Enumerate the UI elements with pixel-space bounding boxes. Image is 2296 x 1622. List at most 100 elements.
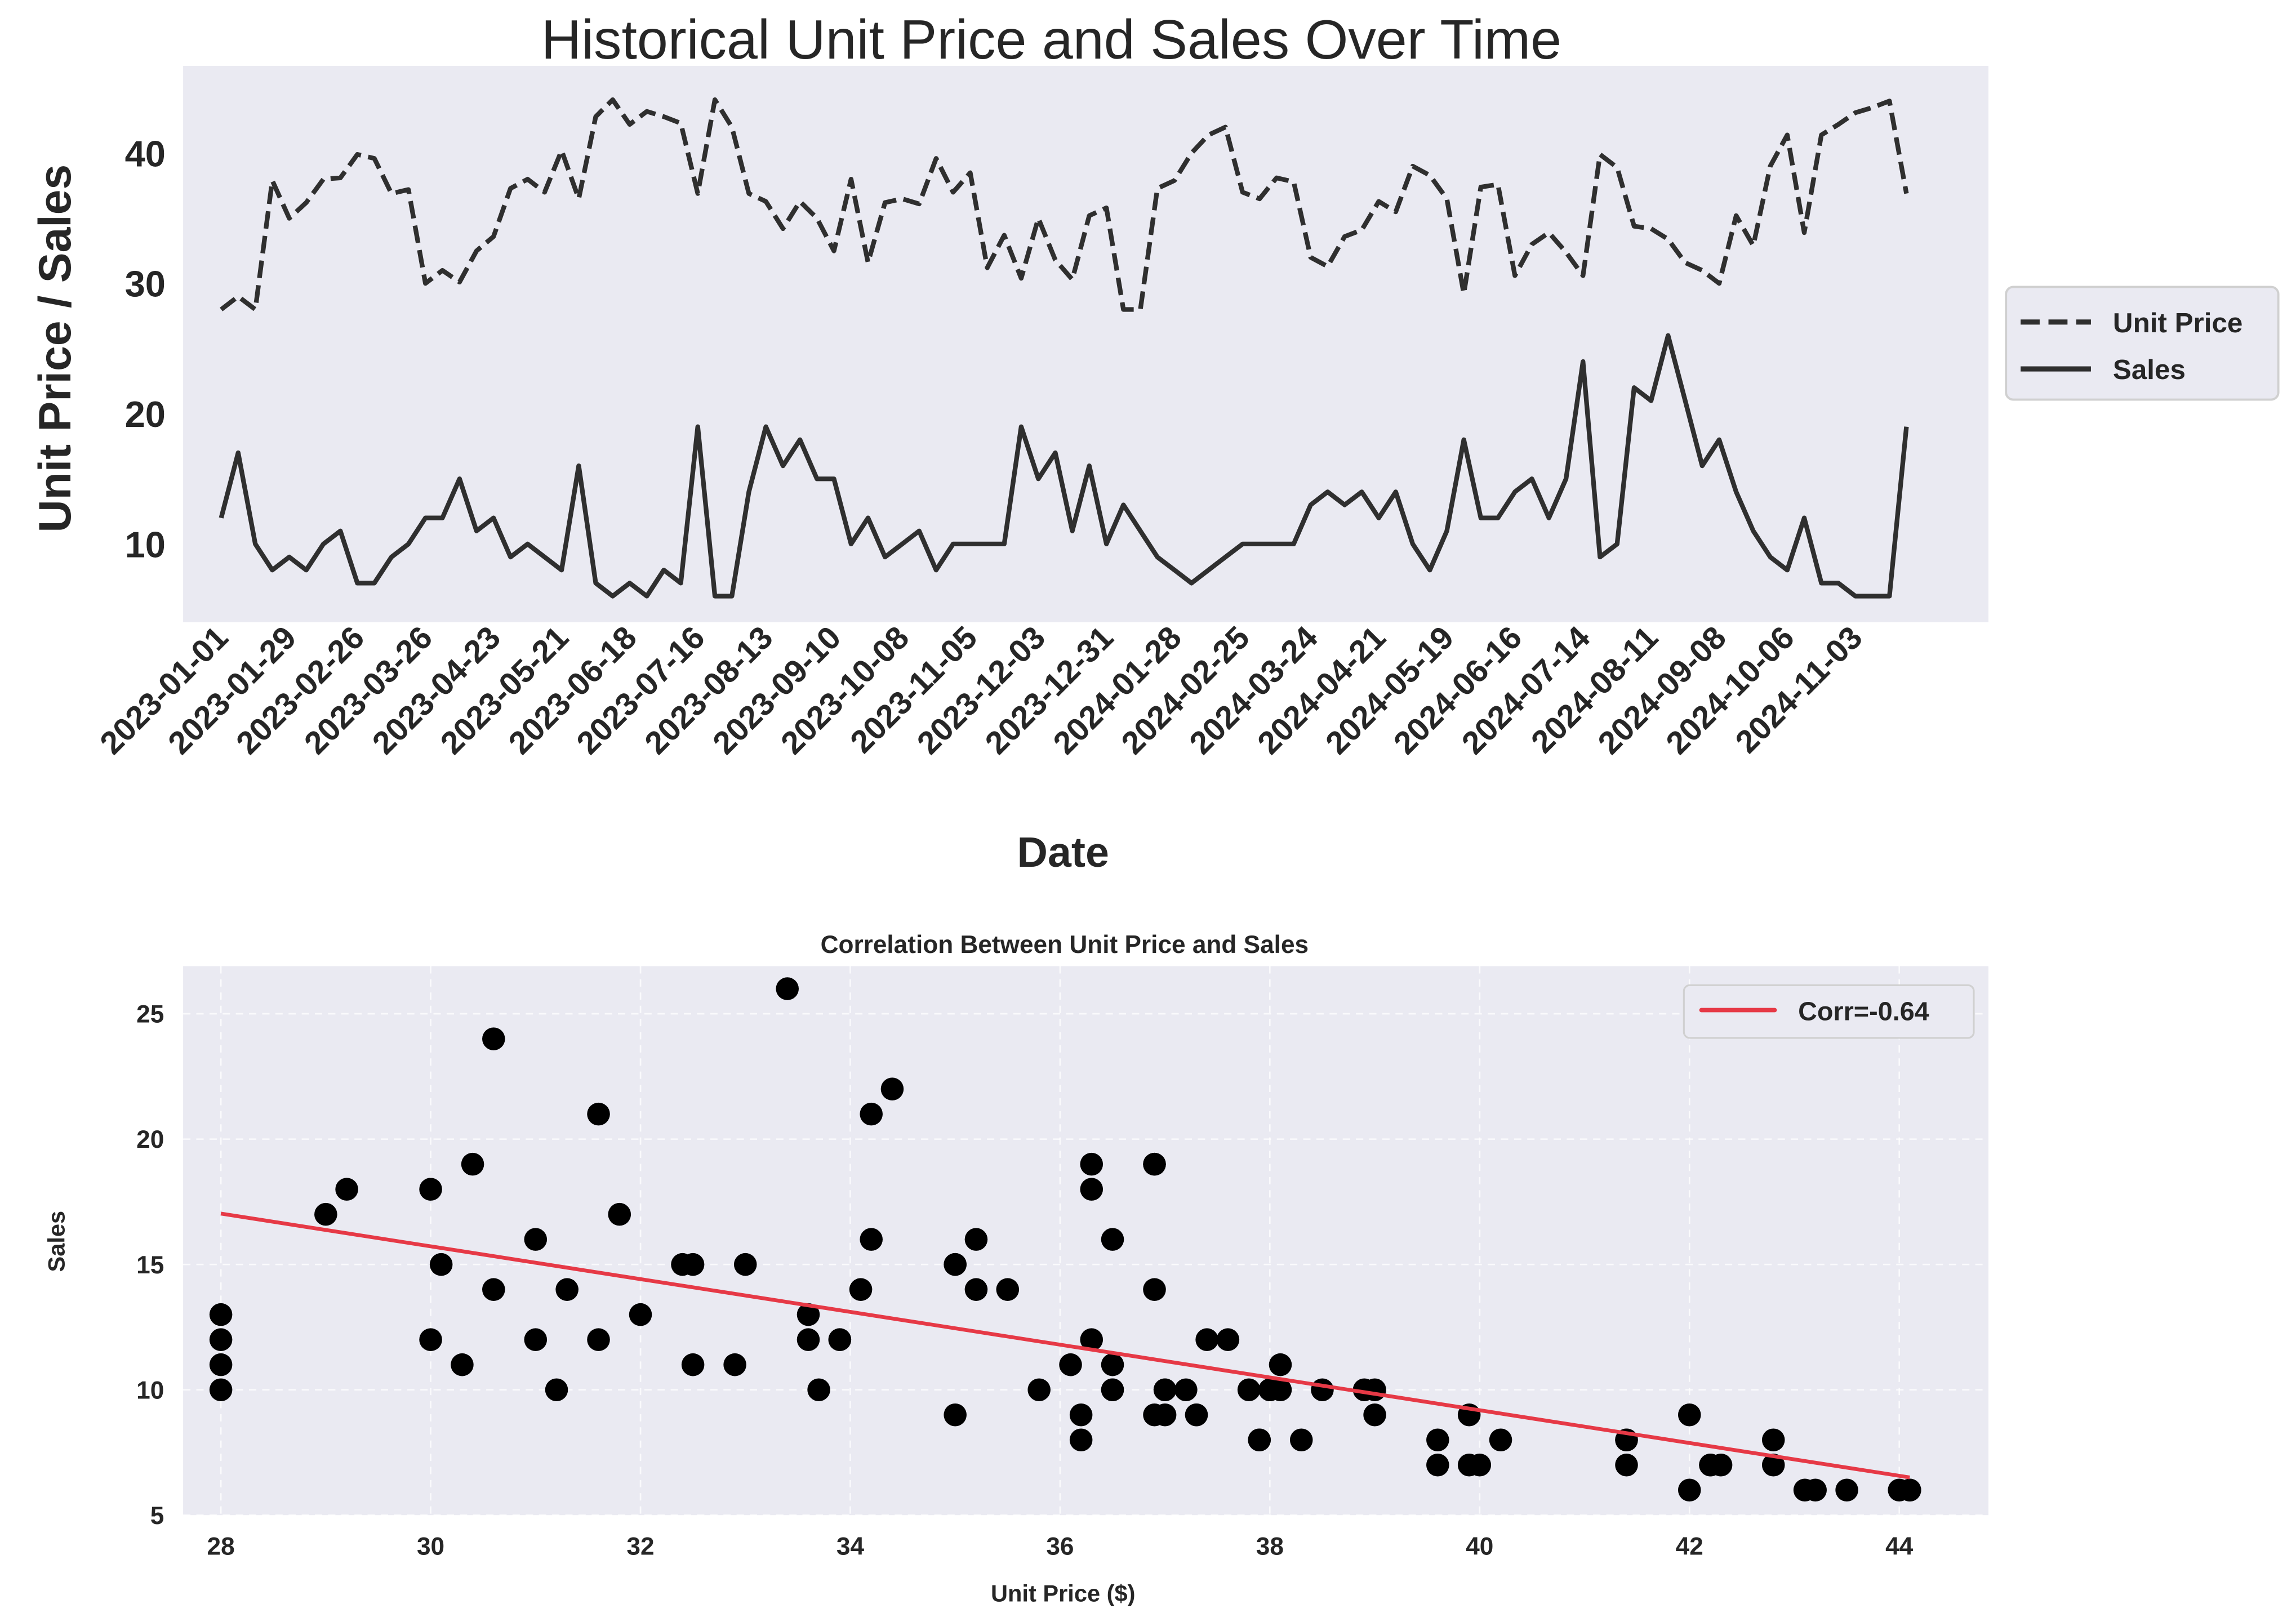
x-tick-label: 38	[1256, 1532, 1284, 1560]
x-tick-label: 32	[626, 1532, 654, 1560]
scatter-point	[608, 1202, 631, 1226]
scatter-point	[1489, 1428, 1512, 1452]
scatter-point	[555, 1278, 579, 1301]
scatter-point	[1761, 1453, 1785, 1477]
scatter-point	[1080, 1178, 1103, 1201]
scatter-point	[1101, 1378, 1124, 1401]
scatter-point	[964, 1228, 988, 1251]
scatter-point	[429, 1253, 453, 1276]
y-tick-label: 10	[125, 524, 166, 565]
plot-area	[183, 65, 1988, 622]
scatter-point	[482, 1278, 505, 1301]
scatter-chart: Correlation Between Unit Price and Sales…	[43, 931, 1988, 1607]
scatter-point	[545, 1378, 568, 1401]
scatter-point	[797, 1328, 820, 1351]
y-tick-label: 20	[125, 394, 166, 435]
scatter-point	[1888, 1478, 1911, 1502]
scatter-point	[1174, 1378, 1198, 1401]
scatter-point	[1793, 1478, 1817, 1502]
scatter-point	[1677, 1478, 1701, 1502]
scatter-point	[1153, 1403, 1177, 1427]
scatter-point	[1195, 1328, 1218, 1351]
time-series-chart: Historical Unit Price and Sales Over Tim…	[30, 8, 2280, 876]
scatter-point	[1143, 1152, 1166, 1176]
legend-box	[1683, 984, 1975, 1039]
scatter-point	[860, 1228, 883, 1251]
y-tick-label: 30	[125, 264, 166, 305]
scatter-point	[524, 1328, 548, 1351]
scatter-point	[1699, 1453, 1722, 1477]
scatter-point	[807, 1378, 830, 1401]
legend: Corr=-0.64	[1683, 984, 1975, 1039]
scatter-point	[849, 1278, 873, 1301]
scatter-point	[1269, 1353, 1292, 1376]
scatter-point	[524, 1228, 548, 1251]
y-axis-ticks: 10 20 30 40	[125, 133, 166, 565]
scatter-point	[209, 1303, 233, 1326]
scatter-point	[587, 1328, 610, 1351]
scatter-point	[419, 1178, 442, 1201]
scatter-point	[964, 1278, 988, 1301]
scatter-point	[733, 1253, 757, 1276]
x-tick-label: 40	[1466, 1532, 1493, 1560]
scatter-point	[1363, 1403, 1386, 1427]
x-axis-label: Unit Price ($)	[991, 1580, 1135, 1607]
scatter-point	[1269, 1378, 1292, 1401]
scatter-point	[828, 1328, 852, 1351]
scatter-point	[1059, 1353, 1082, 1376]
series-line-unit-price	[220, 97, 1909, 312]
trend-line	[220, 1211, 1910, 1480]
scatter-point	[671, 1253, 694, 1276]
axis-ticks: 28 30 32 34 36 38 40 42 44 5 10 15 20 25	[136, 1001, 1914, 1561]
legend-label-trend: Corr=-0.64	[1798, 997, 1929, 1026]
legend-label-unit-price: Unit Price	[2113, 308, 2242, 338]
x-axis-ticks: 2023-01-012023-01-292023-02-262023-03-26…	[93, 620, 1869, 761]
scatter-point	[419, 1328, 442, 1351]
scatter-point	[681, 1353, 705, 1376]
scatter-point	[1080, 1328, 1103, 1351]
x-tick-label: 36	[1046, 1532, 1074, 1560]
scatter-point	[209, 1353, 233, 1376]
chart-title: Correlation Between Unit Price and Sales	[821, 931, 1309, 959]
scatter-point	[1143, 1278, 1166, 1301]
scatter-point	[1468, 1453, 1492, 1477]
scatter-point	[1237, 1378, 1261, 1401]
scatter-point	[860, 1102, 883, 1126]
scatter-point	[209, 1378, 233, 1401]
scatter-point	[944, 1253, 967, 1276]
x-tick-label: 34	[836, 1532, 865, 1560]
scatter-points	[209, 977, 1921, 1502]
scatter-point	[451, 1353, 474, 1376]
series-lines	[219, 97, 1909, 599]
y-axis-label: Sales	[43, 1211, 70, 1272]
x-tick-label: 44	[1885, 1532, 1914, 1560]
scatter-point	[587, 1102, 610, 1126]
scatter-point	[1677, 1403, 1701, 1427]
y-tick-label: 10	[136, 1376, 164, 1404]
scatter-point	[1311, 1378, 1334, 1401]
x-tick-label: 28	[207, 1532, 235, 1560]
scatter-point	[723, 1353, 746, 1376]
scatter-point	[996, 1278, 1020, 1301]
series-line-sales	[219, 333, 1909, 599]
scatter-point	[1835, 1478, 1858, 1502]
scatter-point	[1069, 1403, 1093, 1427]
scatter-point	[209, 1328, 233, 1351]
scatter-point	[1027, 1378, 1051, 1401]
y-tick-label: 40	[125, 133, 166, 174]
scatter-point	[461, 1152, 484, 1176]
scatter-point	[1069, 1428, 1093, 1452]
y-axis-label: Unit Price / Sales	[30, 164, 81, 533]
scatter-point	[880, 1077, 904, 1100]
y-tick-label: 25	[136, 1001, 164, 1028]
scatter-point	[1080, 1152, 1103, 1176]
scatter-point	[1761, 1428, 1785, 1452]
scatter-point	[1615, 1453, 1638, 1477]
scatter-point	[1101, 1228, 1124, 1251]
scatter-point	[1216, 1328, 1240, 1351]
scatter-point	[314, 1202, 337, 1226]
scatter-point	[629, 1303, 652, 1326]
scatter-point	[1289, 1428, 1313, 1452]
scatter-point	[776, 977, 799, 1000]
